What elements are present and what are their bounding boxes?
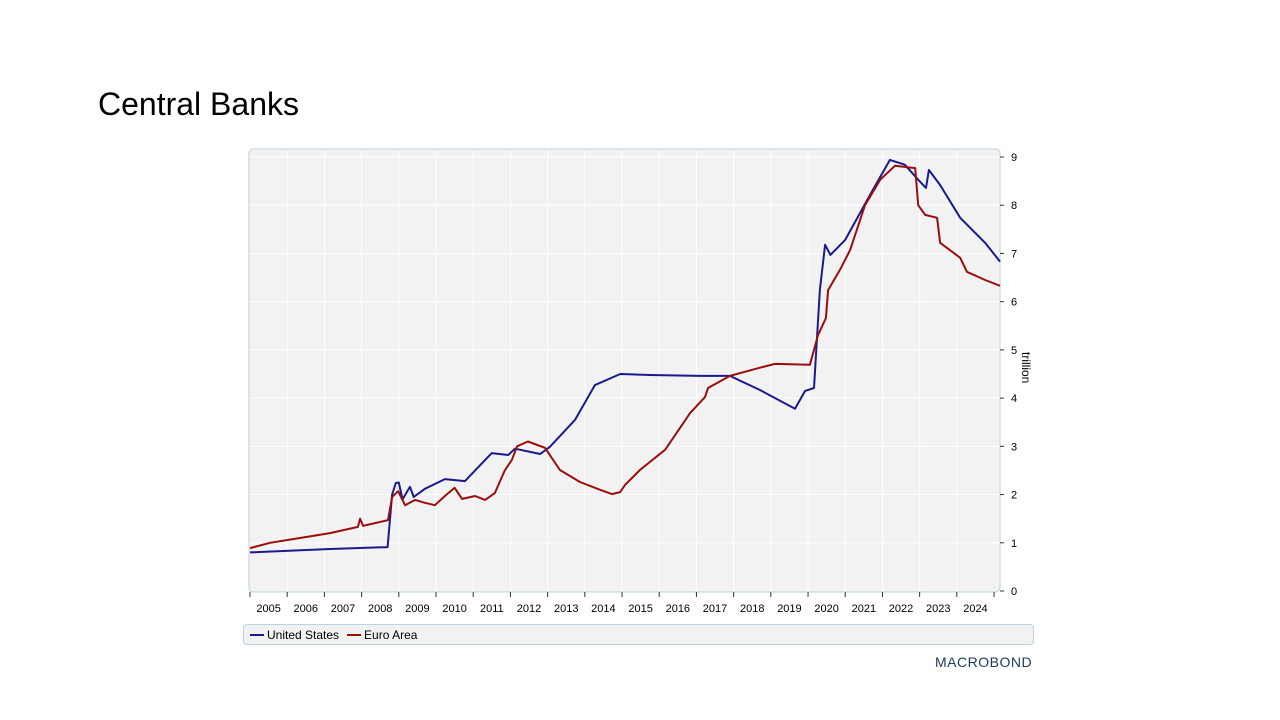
- x-tick-label: 2017: [703, 603, 727, 615]
- legend-swatch: [250, 633, 264, 636]
- x-tick-label: 2011: [480, 603, 504, 615]
- y-axis-label: trillion: [1019, 352, 1033, 383]
- x-tick-label: 2009: [405, 603, 429, 615]
- x-tick-label: 2024: [963, 603, 987, 615]
- x-tick-label: 2015: [628, 603, 652, 615]
- x-tick-label: 2013: [554, 603, 578, 615]
- macrobond-logo: MACROBOND: [935, 654, 1033, 670]
- y-tick-label: 9: [1011, 152, 1017, 164]
- x-tick-label: 2010: [442, 603, 466, 615]
- x-tick-label: 2007: [331, 603, 355, 615]
- y-tick-label: 6: [1011, 297, 1017, 309]
- x-tick-label: 2008: [368, 603, 392, 615]
- legend-item-euro-area: Euro Area: [347, 628, 417, 642]
- x-tick-label: 2012: [517, 603, 541, 615]
- x-tick-label: 2023: [926, 603, 950, 615]
- y-tick-label: 3: [1011, 441, 1017, 453]
- legend-label: United States: [267, 627, 340, 642]
- legend-label: Euro Area: [364, 627, 418, 642]
- y-tick-label: 5: [1011, 345, 1017, 357]
- y-tick-label: 4: [1011, 393, 1017, 405]
- y-tick-label: 8: [1011, 200, 1017, 212]
- x-tick-label: 2016: [666, 603, 690, 615]
- x-tick-label: 2005: [256, 603, 280, 615]
- y-tick-label: 2: [1011, 490, 1017, 502]
- x-tick-label: 2006: [294, 603, 318, 615]
- legend: United States Euro Area: [243, 624, 1034, 645]
- series-line-euro-area: [249, 164, 1001, 550]
- y-tick-label: 0: [1011, 586, 1017, 598]
- x-tick-label: 2022: [889, 603, 913, 615]
- x-tick-label: 2021: [852, 603, 876, 615]
- slide-title: Central Banks: [98, 86, 299, 122]
- y-tick-label: 1: [1011, 538, 1017, 550]
- legend-item-united-states: United States: [250, 628, 339, 642]
- plot-frame: [248, 148, 1001, 593]
- x-tick-label: 2018: [740, 603, 764, 615]
- y-tick-label: 7: [1011, 248, 1017, 260]
- x-tick-label: 2020: [814, 603, 838, 615]
- x-tick-label: 2019: [777, 603, 801, 615]
- x-tick-label: 2014: [591, 603, 615, 615]
- legend-swatch: [347, 633, 362, 636]
